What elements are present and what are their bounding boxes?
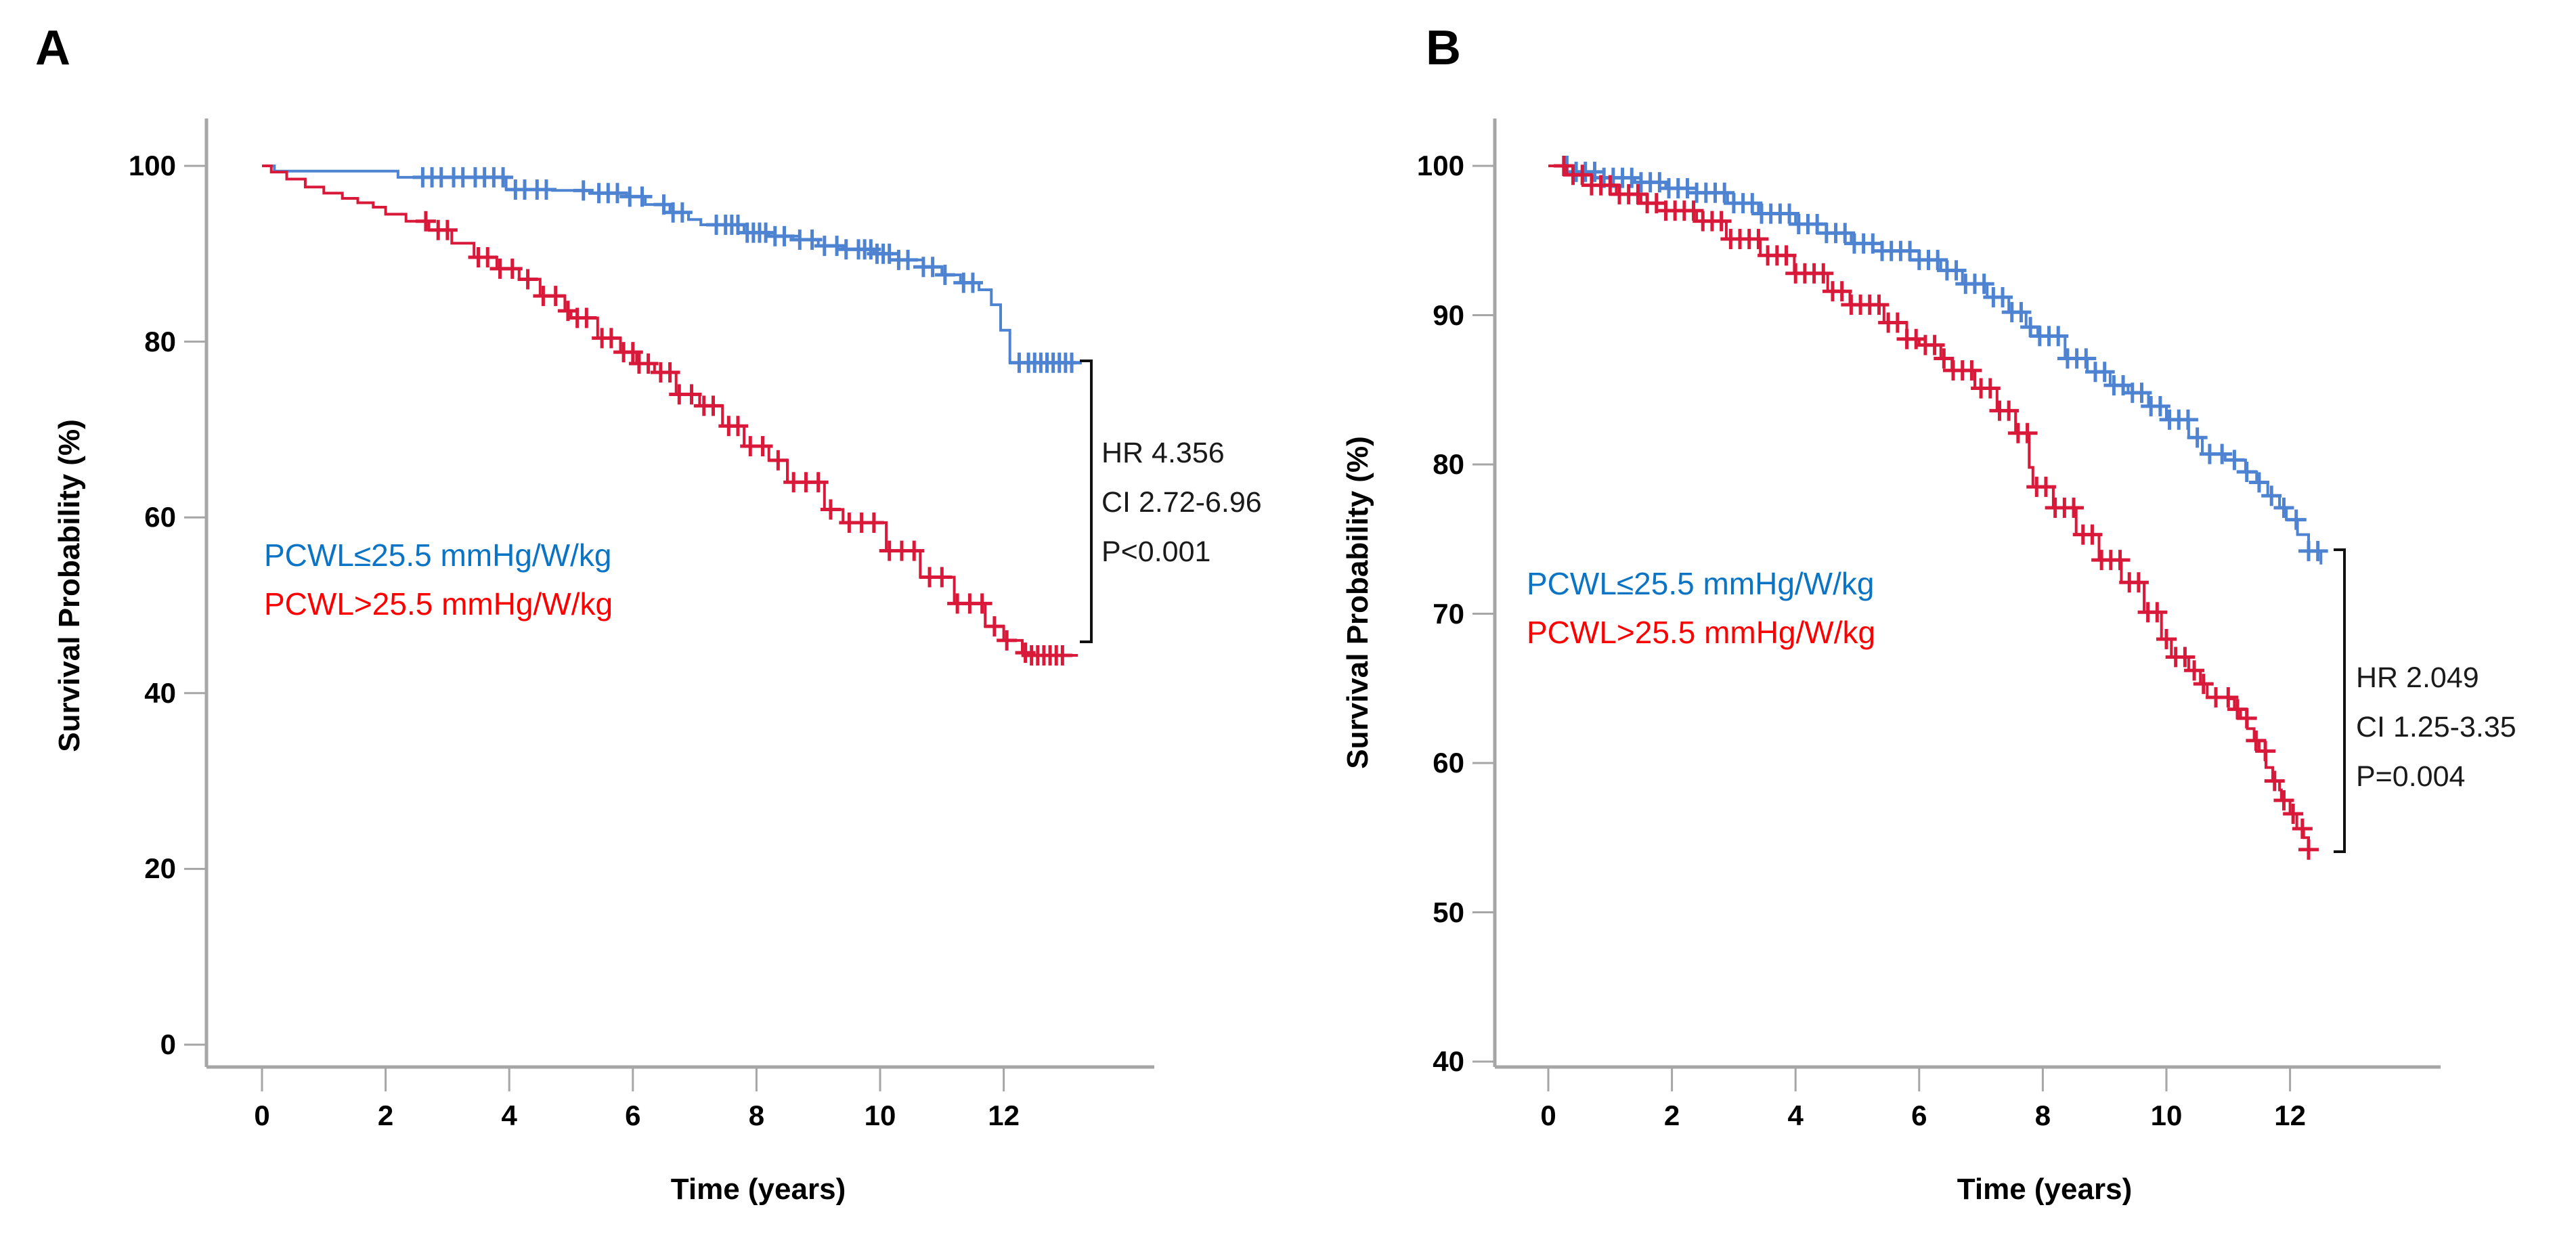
panel-b-x-tick-label: 10 — [2150, 1100, 2183, 1131]
panel-b-blue-curve — [1548, 165, 2323, 565]
panel-a-x-tick-label: 12 — [988, 1100, 1020, 1131]
panel-b-x-tick-label: 12 — [2274, 1100, 2306, 1131]
panel-b-comparison-bracket — [2334, 548, 2346, 853]
panel-b-y-tick-label: 50 — [1433, 896, 1464, 928]
panel-a-legend-red-label: PCWL>25.5 mmHg/W/kg — [264, 586, 613, 622]
panel-b-stats-annotation: HR 2.049 CI 1.25-3.35 P=0.004 — [2356, 653, 2516, 802]
panel-b-legend-red-label: PCWL>25.5 mmHg/W/kg — [1527, 615, 1876, 650]
panel-b-x-tick-label: 8 — [2034, 1100, 2051, 1131]
panel-b-x-axis-title: Time (years) — [1957, 1173, 2133, 1206]
panel-a-x-tick-label: 6 — [625, 1100, 641, 1131]
panel-a-x-tick-label: 8 — [748, 1100, 765, 1131]
panel-b-x-tick-label: 2 — [1663, 1100, 1680, 1131]
panel-a-y-tick-label: 60 — [144, 501, 176, 534]
panel-a-y-tick-label: 20 — [144, 852, 176, 885]
panel-a-y-tick-label: 40 — [144, 676, 176, 709]
panel-b-y-tick-label: 70 — [1433, 597, 1464, 630]
panel-b-x-tick-label: 0 — [1540, 1100, 1556, 1131]
panel-b-x-tick-label: 6 — [1911, 1100, 1927, 1131]
panel-a-legend-blue-label: PCWL≤25.5 mmHg/W/kg — [264, 538, 612, 573]
panel-b-y-tick-label: 100 — [1416, 150, 1464, 181]
panel-a-comparison-bracket — [1080, 360, 1093, 643]
panel-a-x-tick-label: 2 — [377, 1100, 394, 1131]
panel-a-ci-value: CI 2.72-6.96 — [1101, 486, 1262, 519]
panel-a-x-axis-title: Time (years) — [670, 1173, 846, 1206]
panel-a-y-tick-label: 80 — [144, 325, 176, 357]
panel-a-x-tick-label: 0 — [254, 1100, 270, 1131]
panel-b-y-tick-label: 60 — [1433, 747, 1464, 779]
panel-b-y-axis-title: Survival Probability (%) — [1341, 436, 1374, 769]
panel-a-blue-curve — [262, 165, 1078, 364]
panel-a-x-tick-label: 4 — [501, 1100, 517, 1131]
panel-a-y-tick-label: 0 — [160, 1028, 176, 1060]
panel-a-legend: PCWL≤25.5 mmHg/W/kg PCWL>25.5 mmHg/W/kg — [264, 531, 613, 628]
panel-b-y-tick-label: 40 — [1433, 1045, 1464, 1077]
panel-b-y-tick-label: 80 — [1433, 448, 1464, 480]
panel-b-legend: PCWL≤25.5 mmHg/W/kg PCWL>25.5 mmHg/W/kg — [1527, 559, 1875, 657]
panel-b-x-tick-label: 4 — [1787, 1100, 1804, 1131]
panel-a-y-tick-label: 100 — [128, 150, 176, 181]
panel-b-p-value: P=0.004 — [2356, 760, 2466, 793]
panel-a-hr-value: HR 4.356 — [1101, 437, 1225, 469]
panel-b-ci-value: CI 1.25-3.35 — [2356, 711, 2516, 743]
panel-b-legend-blue-label: PCWL≤25.5 mmHg/W/kg — [1527, 566, 1875, 601]
panel-b-hr-value: HR 2.049 — [2356, 661, 2479, 694]
panel-a-letter: A — [35, 21, 70, 75]
panel-a-x-tick-label: 10 — [864, 1100, 896, 1131]
panel-a-y-axis-title: Survival Probability (%) — [53, 419, 86, 752]
panel-a-stats-annotation: HR 4.356 CI 2.72-6.96 P<0.001 — [1101, 429, 1262, 577]
panel-a-p-value: P<0.001 — [1101, 536, 1211, 568]
panel-b-letter: B — [1426, 21, 1461, 75]
panel-b-y-tick-label: 90 — [1433, 299, 1464, 331]
